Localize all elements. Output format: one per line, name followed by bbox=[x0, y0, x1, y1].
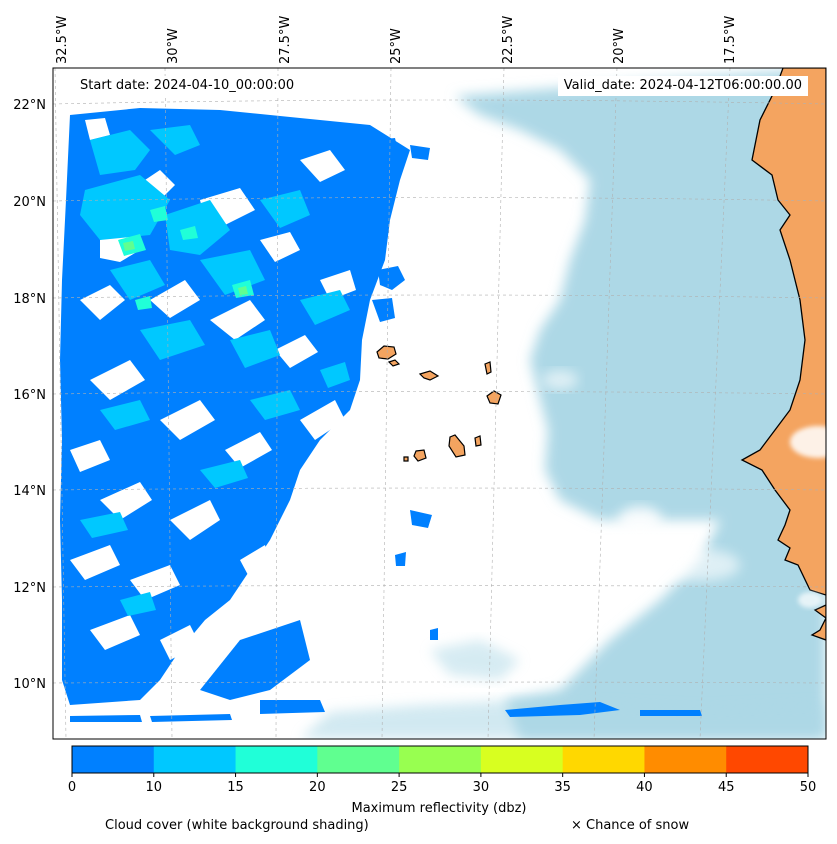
colorbar-tick-label: 30 bbox=[473, 780, 490, 795]
reflectivity-10-15 bbox=[80, 125, 350, 616]
colorbar-frame bbox=[71, 745, 809, 774]
colorbar-tick-label: 25 bbox=[391, 780, 408, 795]
lon-label: 32.5°W bbox=[55, 16, 70, 64]
lon-label: 27.5°W bbox=[278, 16, 293, 64]
colorbar: 0 10 15 20 25 30 35 40 45 50 bbox=[68, 745, 816, 795]
colorbar-swatch bbox=[153, 746, 237, 773]
clear-sky-patch bbox=[430, 640, 520, 680]
map-frame bbox=[52, 67, 827, 740]
island-sal bbox=[484, 361, 492, 375]
island-maio bbox=[474, 435, 482, 447]
cloud-patch bbox=[542, 370, 578, 390]
lat-label: 18°N bbox=[13, 292, 46, 307]
reflectivity-0-10 bbox=[60, 108, 702, 722]
reflectivity-20-25 bbox=[123, 241, 248, 295]
island-santo-antao bbox=[376, 345, 397, 360]
cloud-patch bbox=[660, 549, 740, 581]
lat-label: 20°N bbox=[13, 195, 46, 210]
start-date-label: Start date: 2024-04-10_00:00:00 bbox=[74, 76, 301, 96]
lat-label: 12°N bbox=[13, 581, 46, 596]
colorbar-tick-label: 10 bbox=[146, 780, 163, 795]
colorbar-swatch bbox=[72, 746, 155, 773]
colorbar-tick-label: 15 bbox=[227, 780, 244, 795]
longitude-labels: 32.5°W 30°W 27.5°W 25°W 22.5°W 20°W 17.5… bbox=[55, 16, 738, 64]
colorbar-tick-label: 0 bbox=[68, 780, 76, 795]
lon-label: 22.5°W bbox=[501, 16, 516, 64]
gridlines bbox=[53, 68, 826, 739]
lat-label: 14°N bbox=[13, 484, 46, 499]
lat-label: 22°N bbox=[13, 98, 46, 113]
africa-land bbox=[740, 68, 826, 641]
latitude-labels: 22°N 20°N 18°N 16°N 14°N 12°N 10°N bbox=[13, 98, 46, 692]
lon-label: 25°W bbox=[389, 28, 404, 64]
colorbar-swatch bbox=[235, 746, 318, 773]
reflectivity-gaps bbox=[70, 118, 356, 660]
island-fogo bbox=[413, 449, 427, 462]
colorbar-swatch bbox=[644, 746, 727, 773]
lat-label: 10°N bbox=[13, 677, 46, 692]
land-cloud-shading bbox=[798, 592, 822, 608]
colorbar-tick-label: 20 bbox=[309, 780, 326, 795]
colorbar-swatches bbox=[72, 746, 809, 773]
island-sao-vicente bbox=[387, 359, 401, 367]
lon-label: 17.5°W bbox=[723, 16, 738, 64]
colorbar-tick-label: 50 bbox=[800, 780, 817, 795]
colorbar-swatch bbox=[399, 746, 482, 773]
snow-note: × Chance of snow bbox=[571, 818, 690, 833]
clear-sky-bottom-band bbox=[300, 700, 826, 739]
cloud-patch bbox=[618, 506, 662, 534]
colorbar-swatch bbox=[317, 746, 400, 773]
colorbar-swatch bbox=[562, 746, 645, 773]
colorbar-tick-label: 45 bbox=[718, 780, 735, 795]
valid-date-label: Valid_date: 2024-04-12T06:00:00.00 bbox=[557, 76, 808, 96]
colorbar-tick-label: 40 bbox=[636, 780, 653, 795]
lon-label: 30°W bbox=[166, 28, 181, 64]
cloud-cover-note: Cloud cover (white background shading) bbox=[105, 818, 369, 833]
land-cloud-shading bbox=[790, 426, 826, 458]
colorbar-tick-label: 35 bbox=[554, 780, 571, 795]
island-brava bbox=[403, 456, 409, 462]
colorbar-ticks: 0 10 15 20 25 30 35 40 45 50 bbox=[68, 773, 816, 795]
island-sao-nicolau bbox=[418, 370, 440, 381]
island-santiago bbox=[448, 434, 466, 458]
colorbar-title: Maximum reflectivity (dbz) bbox=[351, 801, 527, 816]
lat-label: 16°N bbox=[13, 388, 46, 403]
map-area bbox=[53, 68, 826, 739]
lon-label: 20°W bbox=[612, 28, 627, 64]
colorbar-swatch bbox=[480, 746, 564, 773]
colorbar-swatch bbox=[726, 746, 809, 773]
